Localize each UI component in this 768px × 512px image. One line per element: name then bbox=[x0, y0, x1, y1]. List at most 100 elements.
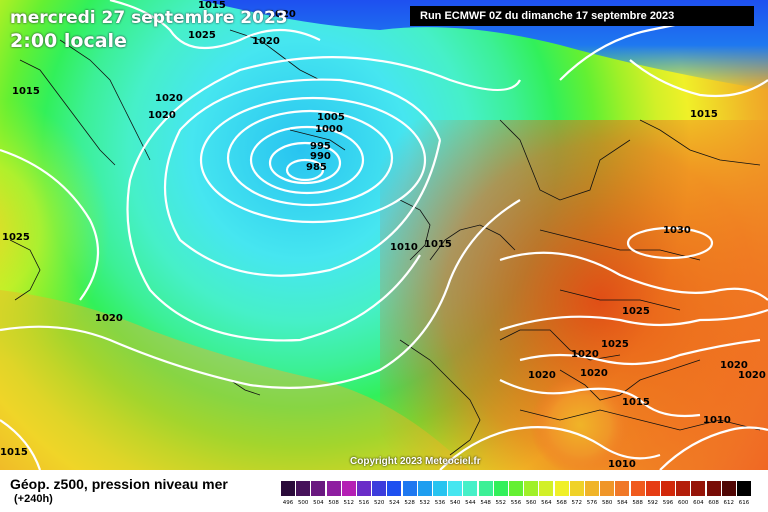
scale-label: 500 bbox=[297, 500, 309, 506]
scale-swatch bbox=[509, 481, 523, 496]
pressure-labels: 1015 1020 1025 1020 1015 1020 1020 1005 … bbox=[0, 0, 766, 470]
pressure-label: 1015 bbox=[198, 0, 226, 11]
isobars bbox=[0, 0, 768, 470]
pressure-label: 1020 bbox=[580, 368, 608, 379]
color-scale: 496 500 504 508 512 516 520 524 528 532 536 540 544 5… bbox=[281, 481, 757, 508]
scale-label: 552 bbox=[495, 500, 507, 506]
legend-title: Géop. z500, pression niveau mer bbox=[10, 476, 228, 492]
pressure-label: 1020 bbox=[720, 360, 748, 371]
pressure-label: 1020 bbox=[252, 36, 280, 47]
scale-label: 540 bbox=[449, 500, 461, 506]
scale-label: 584 bbox=[617, 500, 628, 506]
scale-swatch bbox=[281, 481, 295, 496]
run-info: Run ECMWF 0Z du dimanche 17 septembre 20… bbox=[410, 6, 754, 26]
scale-label: 572 bbox=[571, 500, 583, 506]
scale-label: 604 bbox=[693, 500, 704, 506]
pressure-label: 1020 bbox=[571, 349, 599, 360]
scale-label: 616 bbox=[738, 500, 750, 506]
forecast-date: mercredi 27 septembre 2023 bbox=[10, 8, 288, 28]
scale-swatch bbox=[296, 481, 311, 496]
forecast-time: 2:00 locale bbox=[10, 30, 127, 52]
scale-swatch bbox=[433, 481, 447, 496]
scale-label: 556 bbox=[510, 500, 522, 506]
pressure-label: 1020 bbox=[738, 370, 766, 381]
scale-label: 504 bbox=[313, 500, 324, 506]
pressure-label: 985 bbox=[306, 162, 327, 173]
pressure-label: 1030 bbox=[663, 225, 691, 236]
pressure-label: 1025 bbox=[622, 306, 650, 317]
pressure-label: 1015 bbox=[622, 397, 650, 408]
scale-swatch bbox=[524, 481, 539, 496]
scale-swatch bbox=[417, 481, 432, 496]
scale-swatch bbox=[721, 481, 736, 496]
scale-swatch bbox=[630, 481, 645, 496]
pressure-label: 990 bbox=[310, 151, 331, 162]
pressure-label: 1020 bbox=[268, 9, 296, 20]
scale-swatch bbox=[661, 481, 675, 496]
scale-swatch bbox=[706, 481, 721, 496]
scale-label: 516 bbox=[358, 500, 370, 506]
scale-swatch bbox=[569, 481, 584, 496]
pressure-label: 1020 bbox=[95, 313, 123, 324]
pressure-label: 1015 bbox=[0, 447, 28, 458]
pressure-label: 995 bbox=[310, 141, 331, 152]
scale-swatch bbox=[402, 481, 417, 496]
scale-label: 600 bbox=[677, 500, 689, 506]
pressure-label: 1000 bbox=[315, 124, 343, 135]
scale-swatch bbox=[341, 481, 356, 496]
pressure-label: 1025 bbox=[2, 232, 30, 243]
scale-swatch bbox=[539, 481, 554, 496]
pressure-label: 1025 bbox=[601, 339, 629, 350]
pressure-label: 1025 bbox=[188, 30, 216, 41]
scale-swatch bbox=[478, 481, 493, 496]
pressure-label: 1010 bbox=[703, 415, 731, 426]
pressure-label: 1015 bbox=[690, 109, 718, 120]
scale-label: 532 bbox=[419, 500, 431, 506]
scale-label: 576 bbox=[586, 500, 598, 506]
scale-swatch bbox=[554, 481, 569, 496]
scale-swatch bbox=[448, 481, 463, 496]
pressure-label: 1015 bbox=[12, 86, 40, 97]
scale-swatch bbox=[615, 481, 630, 496]
scale-label: 580 bbox=[601, 500, 613, 506]
scale-label: 524 bbox=[389, 500, 400, 506]
scale-label: 608 bbox=[708, 500, 719, 506]
pressure-label: 1010 bbox=[390, 242, 418, 253]
forecast-step: (+240h) bbox=[14, 493, 53, 505]
scale-swatch bbox=[585, 481, 599, 496]
weather-map: 1015 1020 1025 1020 1015 1020 1020 1005 … bbox=[0, 0, 768, 470]
map-canvas: 1015 1020 1025 1020 1015 1020 1020 1005 … bbox=[0, 0, 768, 470]
scale-label: 588 bbox=[632, 500, 643, 506]
copyright: Copyright 2023 Meteociel.fr bbox=[350, 456, 481, 467]
scale-label: 544 bbox=[465, 500, 476, 506]
scale-label: 520 bbox=[373, 500, 385, 506]
scale-swatch bbox=[676, 481, 691, 496]
scale-swatch bbox=[387, 481, 402, 496]
scale-swatch bbox=[326, 481, 341, 496]
pressure-label: 1020 bbox=[148, 110, 176, 121]
scale-swatch bbox=[737, 481, 751, 496]
scale-swatch bbox=[463, 481, 478, 496]
scale-swatch bbox=[493, 481, 508, 496]
scale-label: 548 bbox=[480, 500, 491, 506]
scale-label: 568 bbox=[556, 500, 567, 506]
scale-label: 508 bbox=[328, 500, 339, 506]
scale-label: 564 bbox=[541, 500, 552, 506]
scale-label: 592 bbox=[647, 500, 659, 506]
scale-swatch bbox=[645, 481, 660, 496]
scale-label: 612 bbox=[723, 500, 735, 506]
pressure-label: 1020 bbox=[528, 370, 556, 381]
scale-swatch bbox=[600, 481, 615, 496]
scale-label: 528 bbox=[404, 500, 415, 506]
pressure-label: 1020 bbox=[155, 93, 183, 104]
scale-swatch bbox=[357, 481, 371, 496]
pressure-label: 1010 bbox=[608, 459, 636, 470]
scale-label: 560 bbox=[525, 500, 537, 506]
scale-swatch bbox=[311, 481, 326, 496]
scale-label: 596 bbox=[662, 500, 674, 506]
scale-swatch bbox=[372, 481, 387, 496]
pressure-label: 1005 bbox=[317, 112, 345, 123]
legend-bar: Géop. z500, pression niveau mer (+240h) … bbox=[0, 470, 768, 512]
scale-swatch bbox=[691, 481, 706, 496]
scale-label: 536 bbox=[434, 500, 446, 506]
